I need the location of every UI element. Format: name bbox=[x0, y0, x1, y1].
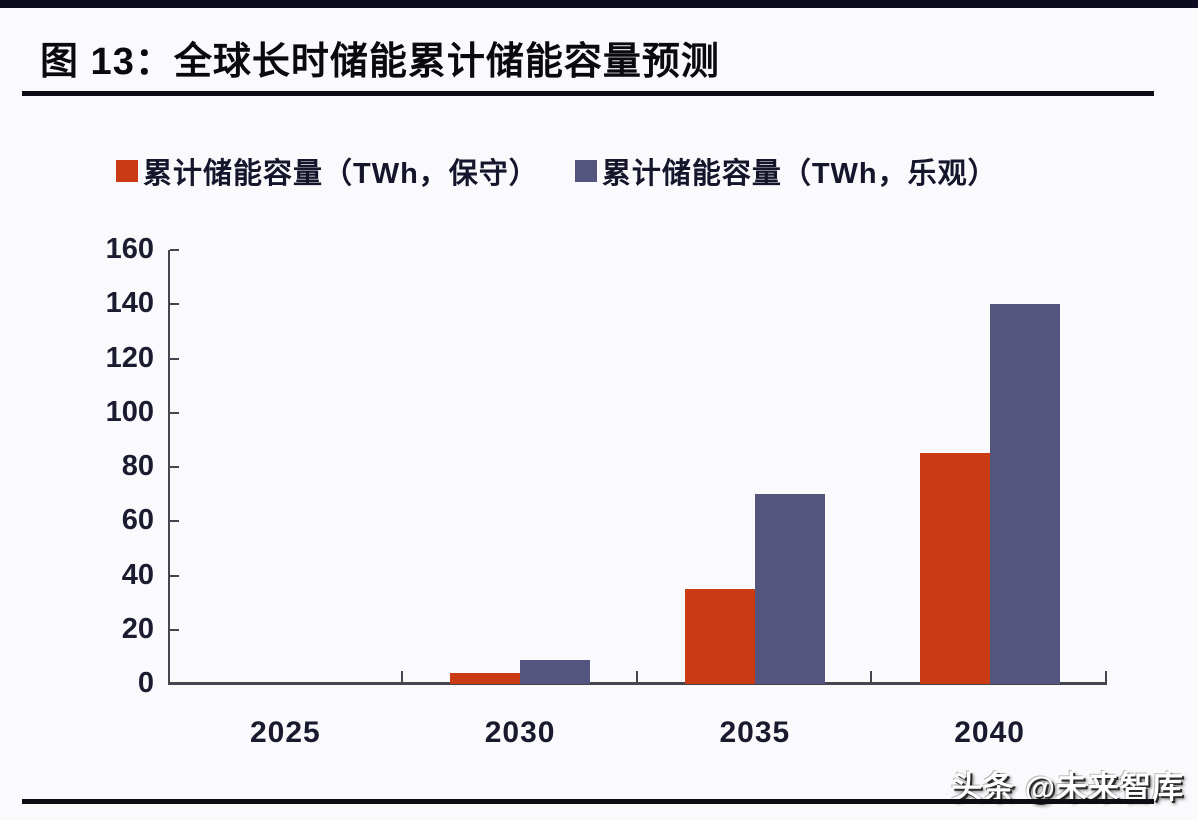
bar-optimistic-2040 bbox=[989, 304, 1060, 684]
x-axis-line bbox=[168, 682, 1107, 685]
y-axis-label: 140 bbox=[105, 287, 154, 320]
y-axis-label: 80 bbox=[121, 450, 154, 482]
legend-swatch-conservative bbox=[116, 160, 138, 182]
y-axis-label: 40 bbox=[121, 558, 154, 591]
bar-conservative-2030 bbox=[450, 673, 521, 684]
x-axis-label-2035: 2035 bbox=[719, 716, 791, 749]
bar-chart-plot-area bbox=[168, 249, 1107, 685]
y-axis-tick bbox=[170, 574, 179, 577]
x-axis-label-2025: 2025 bbox=[250, 716, 321, 749]
top-border-band bbox=[0, 0, 1198, 8]
bar-conservative-2035 bbox=[684, 589, 755, 684]
bottom-border-rule bbox=[22, 799, 1154, 804]
y-axis-label: 160 bbox=[105, 233, 154, 265]
x-axis-tick bbox=[400, 671, 403, 682]
y-axis-tick bbox=[170, 303, 179, 306]
y-axis-tick bbox=[170, 466, 179, 468]
x-axis-tick bbox=[870, 671, 873, 682]
y-axis-label: 120 bbox=[105, 341, 154, 374]
legend-label-optimistic: 累计储能容量（TWh，乐观） bbox=[601, 158, 998, 190]
figure-title: 图 13：全球长时储能累计储能容量预测 bbox=[40, 41, 720, 83]
y-axis-label: 0 bbox=[137, 667, 154, 699]
x-axis-tick bbox=[1105, 671, 1107, 682]
bar-optimistic-2035 bbox=[754, 494, 825, 684]
y-axis-label: 100 bbox=[105, 395, 154, 428]
y-axis-tick bbox=[170, 520, 179, 523]
y-axis-line bbox=[168, 250, 170, 684]
x-axis-label-2030: 2030 bbox=[484, 716, 556, 749]
y-axis-label: 20 bbox=[121, 612, 154, 645]
legend-item-optimistic: 累计储能容量（TWh，乐观） bbox=[574, 150, 998, 192]
y-axis-tick bbox=[170, 249, 179, 251]
y-axis-tick bbox=[170, 628, 179, 631]
bar-conservative-2040 bbox=[919, 453, 990, 684]
x-axis-tick bbox=[635, 671, 638, 682]
legend-swatch-optimistic bbox=[574, 160, 597, 182]
legend-label-conservative: 累计储能容量（TWh，保守） bbox=[143, 158, 539, 190]
title-underline bbox=[22, 91, 1154, 96]
x-axis-label-2040: 2040 bbox=[954, 716, 1025, 749]
y-axis-label: 60 bbox=[121, 504, 154, 537]
bar-optimistic-2030 bbox=[520, 660, 591, 684]
y-axis-tick bbox=[170, 357, 179, 360]
y-axis-tick bbox=[170, 411, 179, 414]
legend-item-conservative: 累计储能容量（TWh，保守） bbox=[116, 150, 539, 192]
chart-legend: 累计储能容量（TWh，保守） 累计储能容量（TWh，乐观） bbox=[116, 150, 998, 192]
